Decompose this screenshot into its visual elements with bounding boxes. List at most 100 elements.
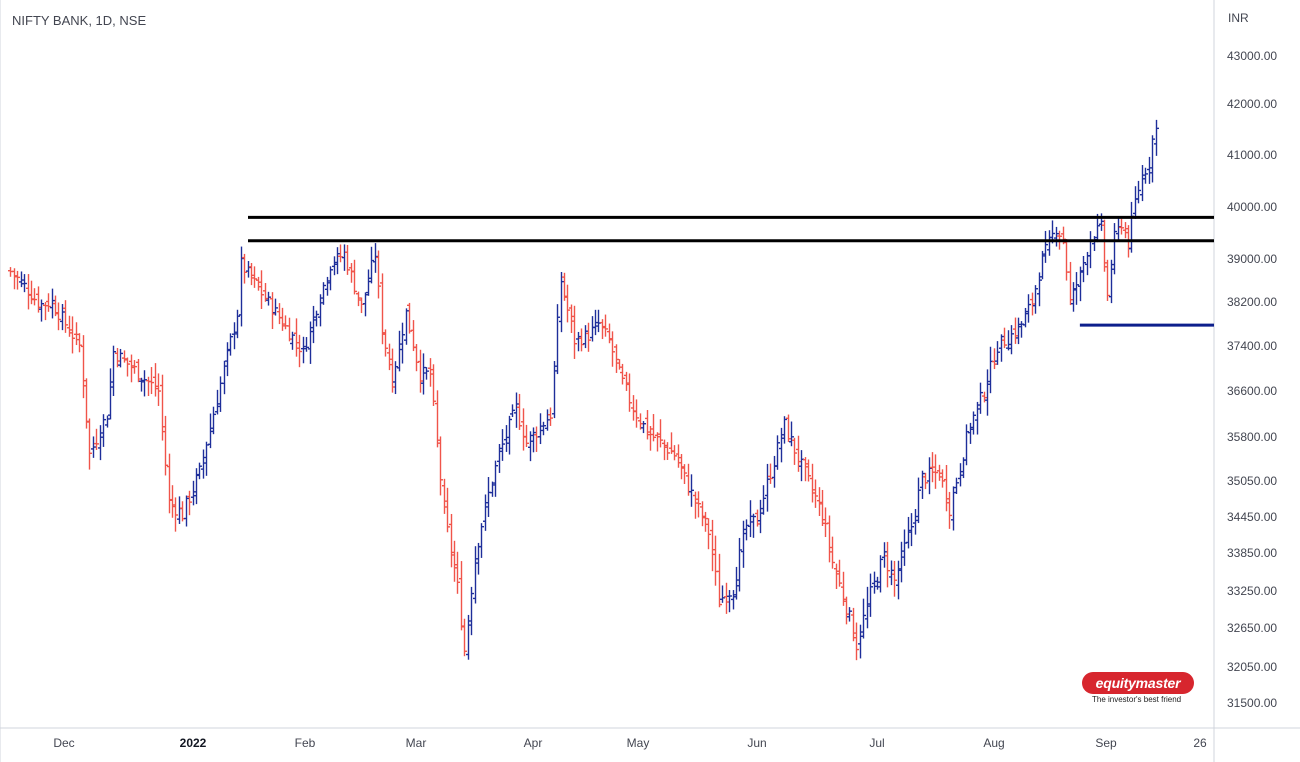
ohlc-bar (297, 334, 302, 368)
x-tick-label: May (627, 736, 650, 750)
ohlc-bar (163, 415, 168, 476)
ohlc-bar (1068, 261, 1073, 306)
ohlc-bar (899, 541, 904, 583)
ohlc-bar (1019, 321, 1024, 338)
ohlc-bar (376, 250, 381, 299)
ohlc-bar (1040, 250, 1045, 280)
ohlc-bar (1009, 325, 1014, 355)
ohlc-bar (559, 272, 564, 333)
ohlc-bar (177, 496, 182, 524)
ohlc-bar (744, 519, 749, 541)
ohlc-bar (115, 347, 120, 368)
ohlc-bar (662, 439, 667, 461)
ohlc-bar (308, 321, 313, 364)
x-tick-label: Feb (295, 736, 316, 750)
ohlc-bar (26, 274, 31, 310)
ohlc-bar (383, 329, 388, 357)
ohlc-bar (968, 422, 973, 444)
ohlc-bar (263, 282, 268, 302)
ohlc-bar (442, 478, 447, 514)
ohlc-bar (507, 415, 512, 455)
ohlc-bar (215, 389, 220, 415)
ohlc-bar (290, 331, 295, 350)
ohlc-bar (173, 497, 178, 532)
ohlc-bar (792, 437, 797, 465)
ohlc-bar (982, 391, 987, 403)
ohlc-bar (314, 310, 319, 327)
ohlc-bar (201, 449, 206, 479)
ohlc-bar (906, 516, 911, 549)
ohlc-bar (682, 464, 687, 485)
ohlc-bar (397, 330, 402, 372)
ohlc-bar (294, 318, 299, 357)
ohlc-bar (761, 485, 766, 515)
ohlc-bar (1023, 307, 1028, 328)
ohlc-bar (676, 444, 681, 468)
ohlc-bar (246, 261, 251, 278)
ohlc-bar (211, 406, 216, 435)
equitymaster-logo: equitymaster The investor's best friend (1082, 672, 1196, 706)
ohlc-bar (393, 361, 398, 395)
ohlc-bar (703, 511, 708, 532)
ohlc-bar (951, 486, 956, 531)
ohlc-bar (803, 457, 808, 482)
ohlc-bar (74, 322, 79, 346)
ohlc-bar (610, 331, 615, 367)
ohlc-bar (228, 333, 233, 356)
ohlc-bar (1081, 255, 1086, 283)
ohlc-bar (1143, 167, 1148, 184)
ohlc-bar (892, 560, 897, 597)
ohlc-bar (648, 425, 653, 451)
ohlc-bar (139, 377, 144, 392)
ohlc-bar (304, 337, 309, 352)
ohlc-bar (132, 360, 137, 374)
ohlc-bar (916, 477, 921, 524)
ohlc-bar (813, 479, 818, 508)
ohlc-bar (12, 268, 17, 290)
ohlc-bar (356, 291, 361, 307)
ohlc-bar (686, 463, 691, 496)
ohlc-bar (875, 576, 880, 590)
ohlc-bar (765, 463, 770, 512)
ohlc-bar (720, 585, 725, 603)
ohlc-bar (455, 551, 460, 594)
ohlc-bar (658, 419, 663, 448)
ohlc-bar (923, 472, 928, 490)
ohlc-bar (902, 529, 907, 566)
ohlc-bar (868, 573, 873, 617)
ohlc-bar (1123, 222, 1128, 239)
ohlc-bar (817, 487, 822, 516)
ohlc-bar (277, 303, 282, 325)
ohlc-bar (218, 376, 223, 412)
ohlc-bar (737, 537, 742, 592)
ohlc-bar (335, 247, 340, 275)
ohlc-bar (270, 292, 275, 330)
ohlc-bar (287, 317, 292, 342)
y-tick-label: 32650.00 (1227, 621, 1277, 635)
ohlc-bar (889, 560, 894, 586)
ohlc-bar (1030, 292, 1035, 316)
ohlc-bar (36, 286, 41, 313)
ohlc-bar (538, 413, 543, 445)
x-tick-label: Aug (983, 736, 1004, 750)
ohlc-bar (428, 358, 433, 387)
ohlc-bar (256, 276, 261, 291)
ohlc-bar (252, 266, 257, 288)
ohlc-bar (731, 590, 736, 610)
ohlc-bar (751, 513, 756, 538)
ohlc-bar (779, 427, 784, 463)
ohlc-bar (631, 395, 636, 421)
ohlc-bar (933, 454, 938, 489)
ohlc-bar (77, 333, 82, 353)
ohlc-bar (651, 414, 656, 442)
ohlc-bar (56, 302, 61, 331)
ohlc-bar (311, 305, 316, 344)
ohlc-bar (187, 490, 192, 516)
ohlc-bar (978, 382, 983, 414)
ohlc-bar (493, 460, 498, 497)
ohlc-bar (225, 342, 230, 377)
ohlc-bar (562, 272, 567, 301)
ohlc-bar (672, 445, 677, 461)
ohlc-bar (369, 246, 374, 284)
ohlc-bar (600, 319, 605, 340)
